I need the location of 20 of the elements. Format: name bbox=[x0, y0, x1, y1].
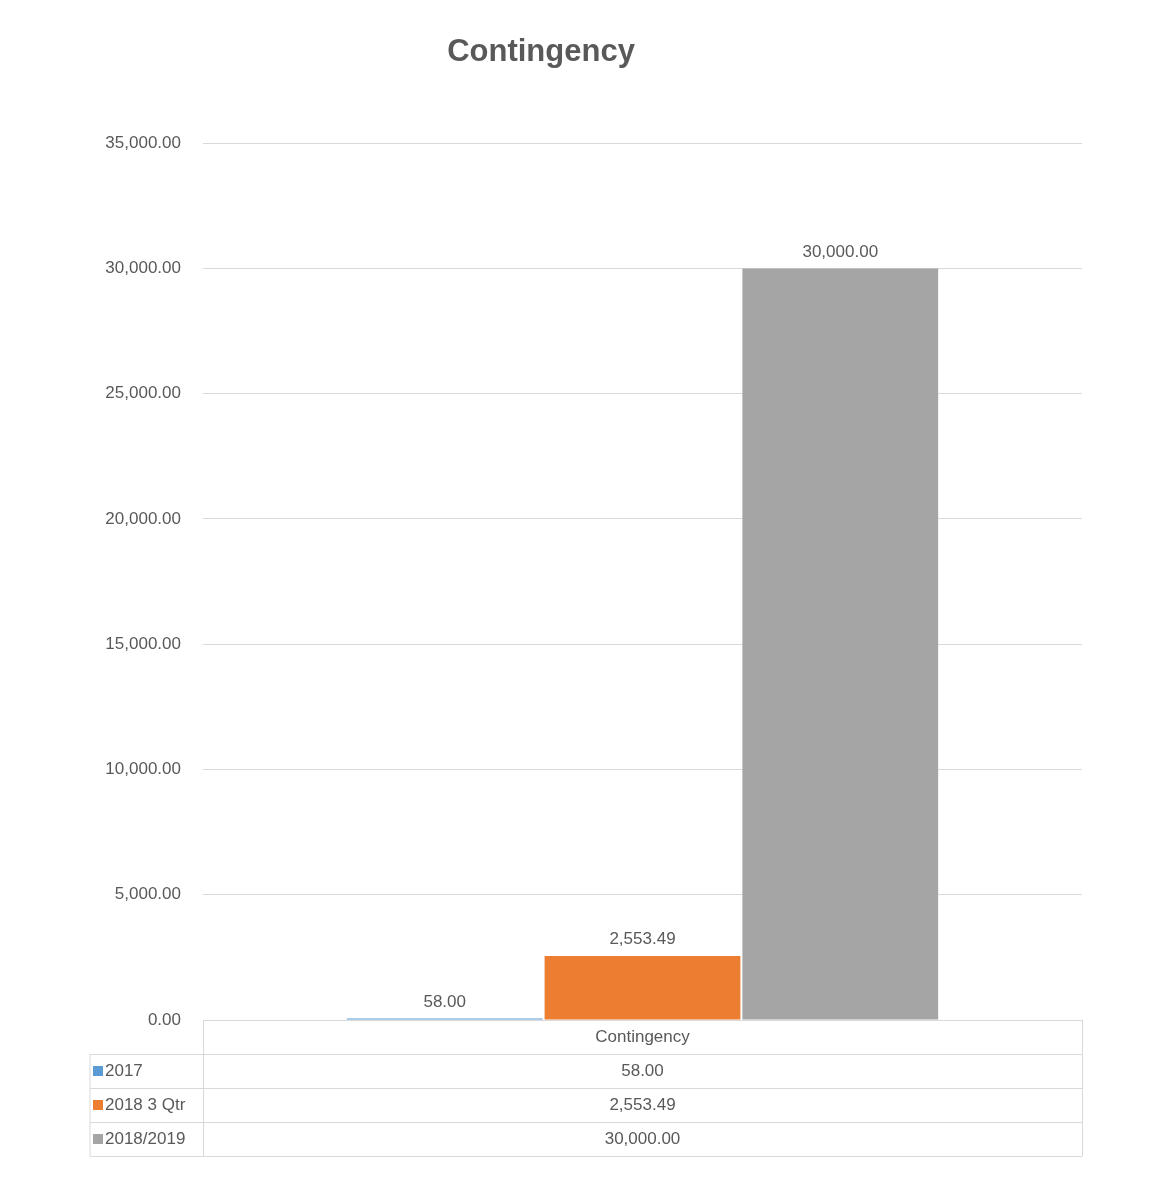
legend-label: 2018 3 Qtr bbox=[105, 1094, 186, 1114]
chart-title: Contingency bbox=[447, 33, 636, 69]
y-tick-label: 35,000.00 bbox=[105, 132, 181, 152]
y-tick-label: 25,000.00 bbox=[105, 383, 181, 403]
y-tick-label: 30,000.00 bbox=[105, 258, 181, 278]
y-tick-label: 15,000.00 bbox=[105, 633, 181, 653]
bar bbox=[742, 268, 939, 1020]
data-label: 58.00 bbox=[423, 991, 466, 1011]
bar bbox=[544, 956, 741, 1020]
data-label: 30,000.00 bbox=[802, 241, 879, 261]
text: 2,553.49 bbox=[609, 1094, 676, 1114]
y-tick-label: 5,000.00 bbox=[114, 884, 181, 904]
legend-label: 2017 bbox=[105, 1060, 143, 1080]
text: 30,000.00 bbox=[604, 1128, 681, 1148]
text: 58.00 bbox=[621, 1060, 664, 1080]
legend-label: 2018/2019 bbox=[105, 1128, 186, 1148]
y-tick-label: 10,000.00 bbox=[105, 759, 181, 779]
y-tick-label: 0.00 bbox=[147, 1009, 181, 1029]
data-label: 2,553.49 bbox=[609, 929, 676, 949]
y-tick-label: 20,000.00 bbox=[105, 508, 181, 528]
